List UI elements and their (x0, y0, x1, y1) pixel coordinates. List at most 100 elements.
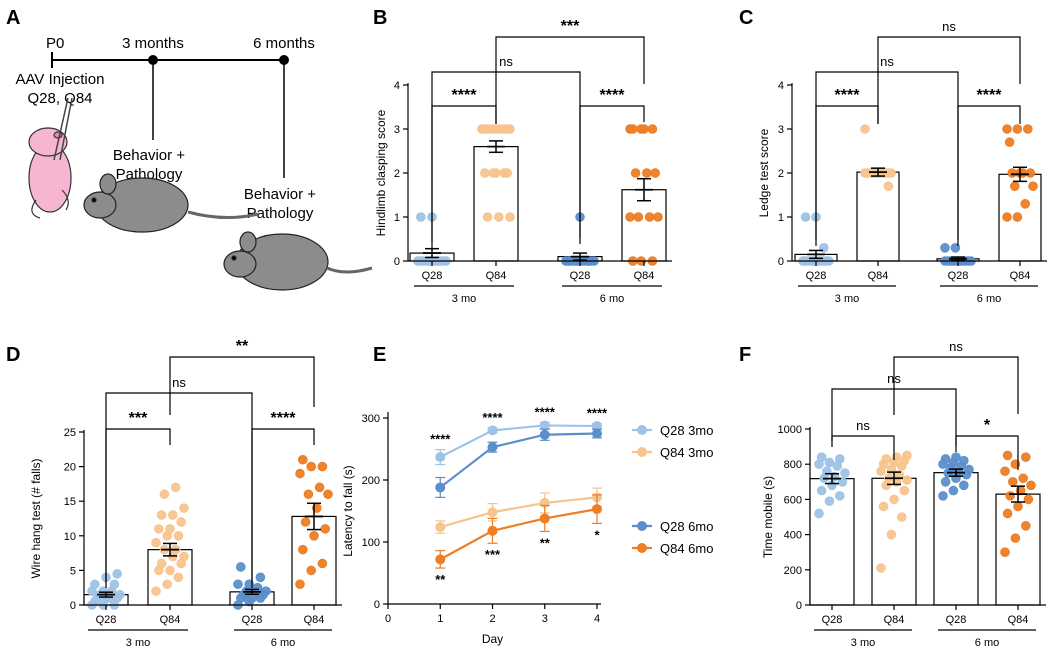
panel-e-data-point (539, 429, 550, 440)
panel-e-legend-swatch-marker (637, 521, 647, 531)
panel-b-data-point (494, 212, 504, 222)
panel-d-y-tick-label: 20 (64, 462, 76, 474)
panel-e-legend-label: Q28 3mo (660, 423, 713, 438)
panel-f-x-tick-label: Q84 (1008, 614, 1029, 626)
panel-f-data-point (1026, 480, 1036, 491)
panel-c-sig-q84-age-bracket (877, 36, 1021, 124)
panel-e-data-point (435, 554, 446, 565)
panel-e-sig-3mo: **** (430, 432, 451, 447)
panel-c-data-point (800, 212, 811, 222)
panel-f-data-point (816, 452, 827, 462)
timeline-6mo-label: 6 months (253, 35, 315, 52)
panel-f-data-point (938, 491, 948, 501)
panel-f-data-point (876, 563, 886, 573)
panel-f-data-point (840, 468, 850, 478)
mouse-3mo-illustration (83, 173, 259, 233)
panel-d-data-point (323, 489, 333, 500)
panel-f-data-point (837, 477, 848, 487)
behavior2-label-line2: Pathology (247, 205, 314, 222)
panel-e-y-tick-label: 0 (374, 599, 380, 611)
panel-d-data-point (168, 510, 178, 520)
panel-c-y-tick-label: 0 (778, 256, 784, 268)
panel-e-y-tick-label: 100 (362, 537, 380, 549)
panel-b-y-tick-label: 4 (394, 80, 400, 92)
panel-b-group-6mo-label: 6 mo (600, 293, 624, 305)
panel-f-data-point (835, 454, 845, 464)
panel-e-x-tick-label: 2 (489, 613, 495, 625)
panel-b-sig-q84-age-bracket (495, 36, 645, 124)
panel-d-data-point (90, 579, 100, 590)
panel-e-x-label: Day (482, 632, 503, 646)
panel-f-data-point (902, 475, 912, 485)
panel-f-sig-q84-age-bracket (893, 356, 1019, 415)
panel-c-data-point (1012, 124, 1023, 134)
panel-f-data-point (964, 464, 974, 475)
panel-e-series-line (439, 432, 598, 489)
panel-b-x-tick-label: Q28 (422, 270, 443, 282)
panel-d-data-point (306, 461, 317, 472)
panel-e-y-tick-label: 200 (362, 475, 380, 487)
panel-b-sig-q28-age-label: ns (499, 54, 513, 69)
panel-b-bar (473, 146, 519, 262)
panel-c-sig-3mo-label: **** (835, 87, 861, 104)
panel-e-legend-label: Q84 6mo (660, 541, 713, 556)
panel-d-data-point (156, 510, 167, 520)
panel-e-data-point (539, 420, 550, 431)
panel-letter-c: C (739, 7, 753, 29)
panel-e-series-line (439, 508, 598, 561)
panel-f-sig-3mo-bracket (831, 435, 895, 460)
panel-b-y-tick-label: 1 (394, 212, 400, 224)
panel-e-sig-6mo: *** (485, 547, 501, 562)
panel-c-y-tick-label: 2 (778, 168, 784, 180)
panel-f-data-point (940, 454, 951, 464)
panel-d-data-point (300, 517, 311, 527)
panel-d-data-point (159, 489, 170, 500)
panel-b-data-point (485, 124, 496, 134)
panel-f-x-tick-label: Q28 (946, 614, 967, 626)
panel-d-group-3mo-label: 3 mo (126, 637, 150, 649)
panel-d-data-point (303, 489, 314, 500)
panel-c-group-3mo-label: 3 mo (835, 293, 859, 305)
panel-b-data-point (630, 168, 641, 178)
panel-b-data-point (477, 124, 487, 134)
panel-f-sig-q84-age-label: ns (949, 339, 963, 354)
timeline-p0-label: P0 (46, 35, 64, 52)
panel-f-data-point (1018, 473, 1029, 484)
panel-d-data-point (298, 544, 308, 555)
panel-e-data-point (487, 442, 498, 453)
panel-b-data-point (505, 124, 515, 134)
panel-d-data-point (244, 579, 254, 590)
panel-d-data-point (320, 524, 331, 534)
panel-d-sig-q84-age-label: ** (236, 338, 249, 355)
panel-c-data-point (860, 124, 870, 134)
panel-f-data-point (897, 512, 907, 522)
panel-d-sig-q84-age-bracket (169, 356, 315, 415)
panel-f-data-point (816, 485, 827, 496)
panel-c-data-point (1004, 137, 1015, 147)
panel-b-data-point (491, 168, 501, 178)
panel-d-x-tick-label: Q84 (160, 614, 181, 626)
panel-d-data-point (151, 586, 161, 596)
panel-f-data-point (1000, 466, 1010, 477)
panel-f-data-point (959, 455, 969, 466)
panel-b-data-point (416, 212, 426, 222)
panel-d-data-point (306, 565, 317, 576)
panel-b-y-tick-label: 3 (394, 124, 400, 136)
panel-e-data-point (539, 513, 550, 524)
panel-d-data-point (170, 482, 181, 493)
panel-c-sig-q28-age-label: ns (880, 54, 894, 69)
panel-b-data-point (482, 212, 493, 222)
panel-f-data-point (951, 452, 961, 462)
panel-f-x-tick-label: Q28 (822, 614, 843, 626)
panel-e-series-line (439, 424, 598, 459)
panel-f-sig-3mo-label: ns (856, 418, 870, 433)
panel-c-x-tick-label: Q84 (868, 270, 889, 282)
panel-e-y-label: Latency to fall (s) (341, 465, 355, 556)
panel-b-data-point (642, 168, 652, 178)
panel-b-data-point (496, 124, 507, 134)
panel-d-data-point (233, 579, 243, 590)
panel-b-sig-6mo-label: **** (600, 87, 626, 104)
panel-d-data-point (295, 579, 305, 590)
panel-b-x-tick-label: Q28 (570, 270, 591, 282)
